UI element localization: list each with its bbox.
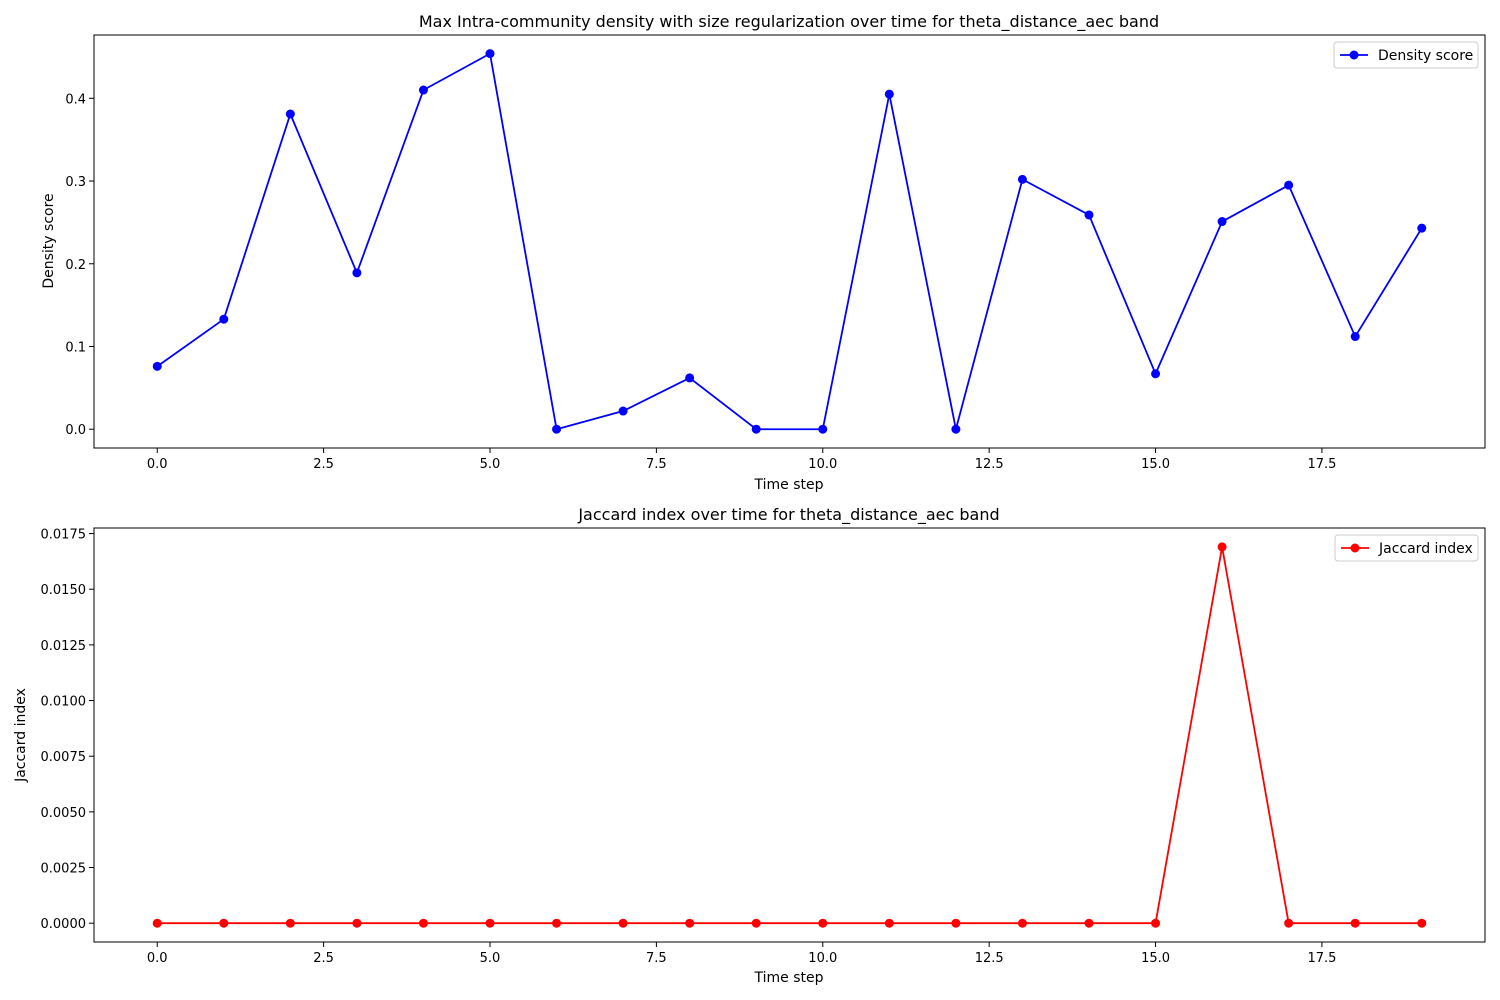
data-point [352, 918, 362, 928]
data-point [418, 85, 428, 95]
data-point [618, 918, 628, 928]
data-point [1284, 918, 1294, 928]
y-tick-label: 0.0100 [41, 695, 87, 710]
data-point [1017, 918, 1027, 928]
x-tick-label: 0.0 [147, 457, 168, 472]
x-ticks: 0.0 2.5 5.0 7.5 10.0 12.5 15.0 17.5 [147, 448, 1336, 472]
chart-title: Max Intra-community density with size re… [419, 12, 1159, 32]
x-tick-label: 12.5 [975, 951, 1004, 966]
legend[interactable]: Density score [1333, 41, 1479, 69]
data-point [485, 918, 495, 928]
data-point [1084, 210, 1094, 220]
data-point [751, 918, 761, 928]
series-line [157, 546, 1422, 925]
data-point [618, 406, 628, 416]
y-tick-label: 0.2 [65, 258, 86, 273]
y-axis-label: Density score [41, 193, 57, 288]
x-axis-label: Time step [754, 477, 824, 493]
y-tick-label: 0.1 [65, 340, 86, 355]
x-tick-label: 2.5 [313, 951, 334, 966]
legend-label-density-score: Density score [1378, 48, 1473, 64]
data-point [884, 89, 894, 99]
data-point [818, 424, 828, 434]
plot-area [93, 527, 1486, 943]
data-point [152, 918, 162, 928]
data-point [1217, 542, 1227, 552]
data-point [285, 918, 295, 928]
chart-title: Jaccard index over time for theta_distan… [577, 505, 999, 525]
series-line [156, 52, 1423, 431]
x-tick-label: 7.5 [646, 951, 667, 966]
legend-label-jaccard-index: Jaccard index [1378, 541, 1473, 557]
data-point [485, 49, 495, 59]
x-ticks: 0.0 2.5 5.0 7.5 10.0 12.5 15.0 17.5 [147, 942, 1336, 966]
data-point [818, 918, 828, 928]
data-point [418, 918, 428, 928]
data-point [1350, 332, 1360, 342]
data-point [1417, 918, 1427, 928]
data-point [152, 361, 162, 371]
x-tick-label: 12.5 [975, 457, 1004, 472]
x-tick-label: 0.0 [147, 951, 168, 966]
data-point [1084, 918, 1094, 928]
legend-marker [1350, 543, 1360, 553]
legend-box [1333, 41, 1479, 69]
data-point [1417, 223, 1427, 233]
data-point [1151, 918, 1161, 928]
plot-area [93, 34, 1486, 449]
data-point [951, 918, 961, 928]
y-tick-label: 0.0 [65, 423, 86, 438]
y-tick-label: 0.0075 [41, 750, 87, 765]
x-tick-label: 15.0 [1141, 457, 1170, 472]
x-tick-label: 10.0 [808, 951, 837, 966]
y-tick-label: 0.0000 [41, 917, 87, 932]
y-tick-label: 0.0125 [41, 639, 87, 654]
data-point [685, 373, 695, 383]
data-point [1217, 217, 1227, 227]
density-chart: Max Intra-community density with size re… [41, 12, 1486, 493]
y-tick-label: 0.0050 [41, 806, 87, 821]
data-point [552, 424, 562, 434]
legend-marker [1349, 50, 1359, 60]
y-ticks: 0.0000 0.0025 0.0050 0.0075 0.0100 0.0125 0.01… [41, 528, 94, 932]
data-point [285, 109, 295, 119]
data-point [751, 424, 761, 434]
data-point [552, 918, 562, 928]
x-tick-label: 5.0 [480, 457, 501, 472]
x-tick-label: 5.0 [480, 951, 501, 966]
data-point [219, 314, 229, 324]
data-point [1017, 174, 1027, 184]
x-tick-label: 17.5 [1307, 457, 1336, 472]
data-point [1350, 918, 1360, 928]
y-tick-label: 0.0150 [41, 583, 87, 598]
y-ticks: 0.0 0.1 0.2 0.3 0.4 [65, 92, 94, 438]
data-point [685, 918, 695, 928]
data-point [1284, 180, 1294, 190]
y-axis-label: Jaccard index [13, 688, 29, 783]
data-point [951, 424, 961, 434]
x-tick-label: 15.0 [1141, 951, 1170, 966]
legend[interactable]: Jaccard index [1334, 534, 1479, 562]
jaccard-chart: Jaccard index over time for theta_distan… [13, 505, 1486, 986]
data-point [219, 918, 229, 928]
density-series [152, 49, 1427, 434]
legend-box [1334, 534, 1479, 562]
y-tick-label: 0.0175 [41, 528, 87, 543]
y-tick-label: 0.4 [65, 92, 86, 107]
x-tick-label: 7.5 [646, 457, 667, 472]
x-tick-label: 17.5 [1307, 951, 1336, 966]
y-tick-label: 0.3 [65, 175, 86, 190]
x-tick-label: 10.0 [808, 457, 837, 472]
data-point [1151, 369, 1161, 379]
y-tick-label: 0.0025 [41, 862, 87, 877]
x-tick-label: 2.5 [313, 457, 334, 472]
data-point [352, 268, 362, 278]
data-point [884, 918, 894, 928]
jaccard-series [152, 542, 1427, 928]
x-axis-label: Time step [754, 970, 824, 986]
